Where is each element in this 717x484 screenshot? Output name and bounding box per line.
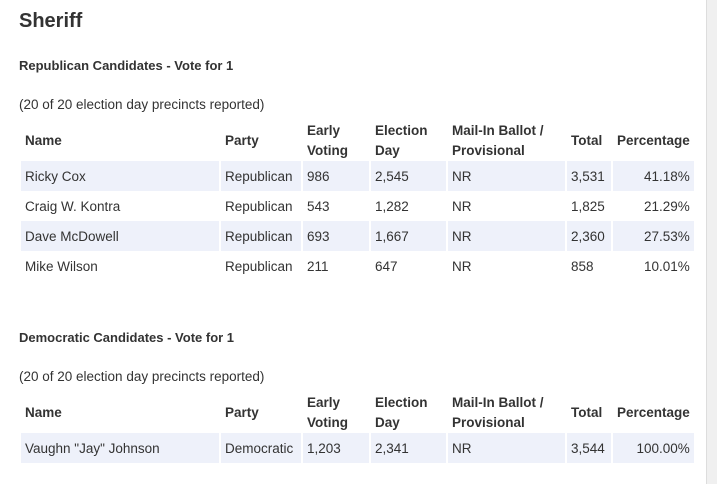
table-header-row: Name Party Early Voting Election Day Mai… xyxy=(21,121,694,161)
vote-percentage: 100.00% xyxy=(613,433,694,463)
vote-percentage: 27.53% xyxy=(613,221,694,251)
table-header-row: Name Party Early Voting Election Day Mai… xyxy=(21,393,694,433)
candidate-party: Republican xyxy=(221,161,301,191)
column-header-early-voting: Early Voting xyxy=(307,395,348,430)
column-header-percentage: Percentage xyxy=(617,405,690,420)
candidate-name: Vaughn "Jay" Johnson xyxy=(21,433,219,463)
column-header-party: Party xyxy=(225,133,259,148)
mail-in-count: NR xyxy=(448,191,565,221)
table-row: Ricky Cox Republican 986 2,545 NR 3,531 … xyxy=(21,161,694,191)
section-heading-democratic: Democratic Candidates - Vote for 1 xyxy=(19,330,235,345)
candidate-party: Republican xyxy=(221,191,301,221)
column-header-mail-in: Mail-In Ballot / Provisional xyxy=(452,123,544,158)
column-header-election-day: Election Day xyxy=(375,395,428,430)
results-table-republican: Name Party Early Voting Election Day Mai… xyxy=(19,121,696,281)
total-count: 2,360 xyxy=(567,221,611,251)
early-voting-count: 1,203 xyxy=(303,433,369,463)
candidate-name: Craig W. Kontra xyxy=(21,191,219,221)
election-day-count: 1,667 xyxy=(371,221,446,251)
early-voting-count: 693 xyxy=(303,221,369,251)
total-count: 858 xyxy=(567,251,611,281)
mail-in-count: NR xyxy=(448,161,565,191)
column-header-name: Name xyxy=(25,405,62,420)
early-voting-count: 211 xyxy=(303,251,369,281)
column-header-party: Party xyxy=(225,405,259,420)
section-heading-republican: Republican Candidates - Vote for 1 xyxy=(19,58,234,73)
table-row: Dave McDowell Republican 693 1,667 NR 2,… xyxy=(21,221,694,251)
candidate-party: Republican xyxy=(221,221,301,251)
column-header-election-day: Election Day xyxy=(375,123,428,158)
column-header-total: Total xyxy=(571,133,603,148)
vote-percentage: 10.01% xyxy=(613,251,694,281)
scrollbar-track[interactable] xyxy=(706,0,717,484)
total-count: 1,825 xyxy=(567,191,611,221)
candidate-name: Dave McDowell xyxy=(21,221,219,251)
mail-in-count: NR xyxy=(448,221,565,251)
table-row: Vaughn "Jay" Johnson Democratic 1,203 2,… xyxy=(21,433,694,463)
candidate-name: Ricky Cox xyxy=(21,161,219,191)
early-voting-count: 543 xyxy=(303,191,369,221)
candidate-name: Mike Wilson xyxy=(21,251,219,281)
total-count: 3,531 xyxy=(567,161,611,191)
column-header-mail-in: Mail-In Ballot / Provisional xyxy=(452,395,544,430)
candidate-party: Republican xyxy=(221,251,301,281)
vote-percentage: 41.18% xyxy=(613,161,694,191)
precincts-reported-democratic: (20 of 20 election day precincts reporte… xyxy=(19,369,265,384)
election-day-count: 2,341 xyxy=(371,433,446,463)
results-table-democratic: Name Party Early Voting Election Day Mai… xyxy=(19,393,696,463)
election-day-count: 2,545 xyxy=(371,161,446,191)
total-count: 3,544 xyxy=(567,433,611,463)
early-voting-count: 986 xyxy=(303,161,369,191)
precincts-reported-republican: (20 of 20 election day precincts reporte… xyxy=(19,97,265,112)
table-row: Craig W. Kontra Republican 543 1,282 NR … xyxy=(21,191,694,221)
mail-in-count: NR xyxy=(448,251,565,281)
election-day-count: 1,282 xyxy=(371,191,446,221)
table-row: Mike Wilson Republican 211 647 NR 858 10… xyxy=(21,251,694,281)
election-day-count: 647 xyxy=(371,251,446,281)
vote-percentage: 21.29% xyxy=(613,191,694,221)
column-header-percentage: Percentage xyxy=(617,133,690,148)
column-header-name: Name xyxy=(25,133,62,148)
column-header-total: Total xyxy=(571,405,603,420)
mail-in-count: NR xyxy=(448,433,565,463)
column-header-early-voting: Early Voting xyxy=(307,123,348,158)
candidate-party: Democratic xyxy=(221,433,301,463)
page-title: Sheriff xyxy=(19,10,83,32)
